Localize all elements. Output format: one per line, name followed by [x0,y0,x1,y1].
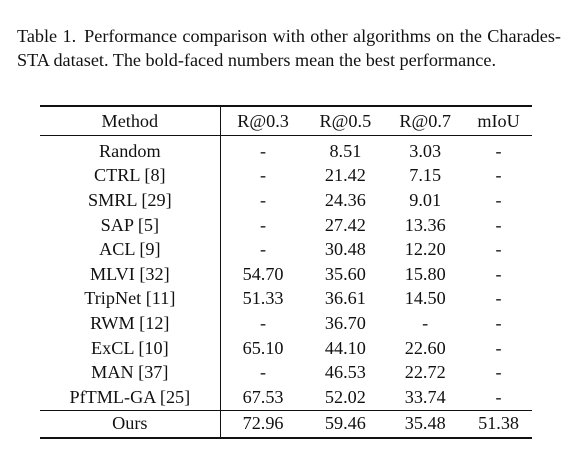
r07-cell: - [422,312,429,333]
method-cell: ACL [9] [40,237,221,262]
miou-cell: - [495,362,502,383]
results-table: Method R@0.3 R@0.5 R@0.7 mIoU Random - 8… [40,105,532,439]
miou-cell-ours: 51.38 [478,413,520,434]
r07-cell: 3.03 [409,140,442,161]
r07-cell: 33.74 [404,386,446,407]
table-caption: Table 1. Performance comparison with othe… [17,24,561,72]
r03-cell: 65.10 [242,337,284,358]
table-row: MAN [37] - 46.53 22.72 - [40,360,532,385]
r05-cell: 24.36 [324,189,366,210]
miou-cell: - [495,312,502,333]
r05-cell: 36.61 [324,288,366,309]
table-row: PfTML-GA [25] 67.53 52.02 33.74 - [40,384,532,411]
header-r07: R@0.7 [399,110,451,131]
method-cell: ExCL [10] [40,335,221,361]
r07-cell-ours: 35.48 [404,413,446,434]
r05-cell: 44.10 [324,337,366,358]
r05-cell: 35.60 [324,263,366,284]
r03-cell: 54.70 [242,263,284,284]
miou-cell: - [495,337,502,358]
table-row: ExCL [10] 65.10 44.10 22.60 - [40,335,532,361]
method-cell: RWM [12] [40,311,221,336]
table-row: ACL [9] - 30.48 12.20 - [40,237,532,262]
method-cell: MAN [37] [40,360,221,385]
r07-cell: 9.01 [409,189,442,210]
r05-cell: 27.42 [324,214,366,235]
miou-cell: - [495,214,502,235]
method-cell: SMRL [29] [40,188,221,213]
r03-cell: - [260,239,267,260]
r05-cell: 52.02 [324,386,366,407]
miou-cell: - [495,288,502,309]
method-cell-ours: Ours [40,410,221,438]
r03-cell: 67.53 [242,386,284,407]
table-row: TripNet [11] 51.33 36.61 14.50 - [40,286,532,312]
miou-cell: - [495,263,502,284]
r07-cell: 15.80 [404,263,446,284]
miou-cell: - [495,140,502,161]
r07-cell: 12.20 [404,239,446,260]
table-row: Random - 8.51 3.03 - [40,135,532,164]
table-row: RWM [12] - 36.70 - - [40,311,532,336]
method-cell: PfTML-GA [25] [40,384,221,411]
method-cell: SAP [5] [40,212,221,238]
r03-cell-ours: 72.96 [242,413,284,434]
r03-cell: - [260,140,267,161]
ours-row: Ours 72.96 59.46 35.48 51.38 [40,410,532,438]
table-row: SMRL [29] - 24.36 9.01 - [40,188,532,213]
r05-cell: 8.51 [329,140,362,161]
r07-cell: 7.15 [409,165,442,186]
caption-text: Performance comparison with other algori… [17,26,561,70]
r05-cell: 30.48 [324,239,366,260]
header-row: Method R@0.3 R@0.5 R@0.7 mIoU [40,106,532,136]
r07-cell: 13.36 [404,214,446,235]
method-cell: TripNet [11] [40,286,221,312]
miou-cell: - [495,386,502,407]
r03-cell: - [260,362,267,383]
r03-cell: - [260,312,267,333]
r05-cell: 21.42 [324,165,366,186]
header-miou: mIoU [477,110,520,131]
miou-cell: - [495,165,502,186]
table-row: CTRL [8] - 21.42 7.15 - [40,163,532,189]
r07-cell: 22.72 [404,362,446,383]
method-cell: Random [40,135,221,164]
caption-label: Table 1. [17,26,77,46]
table-row: SAP [5] - 27.42 13.36 - [40,212,532,238]
header-r05: R@0.5 [319,110,372,131]
header-r03: R@0.3 [237,110,289,131]
r05-cell-ours: 59.46 [324,413,366,434]
miou-cell: - [495,239,502,260]
r05-cell: 46.53 [324,362,366,383]
miou-cell: - [495,189,502,210]
table-row: MLVI [32] 54.70 35.60 15.80 - [40,261,532,287]
r03-cell: - [260,189,267,210]
r07-cell: 14.50 [404,288,446,309]
r03-cell: - [260,214,267,235]
r03-cell: 51.33 [242,288,284,309]
r07-cell: 22.60 [404,337,446,358]
r05-cell: 36.70 [324,312,366,333]
r03-cell: - [260,165,267,186]
method-cell: MLVI [32] [40,261,221,287]
header-method: Method [40,106,221,136]
method-cell: CTRL [8] [40,163,221,189]
